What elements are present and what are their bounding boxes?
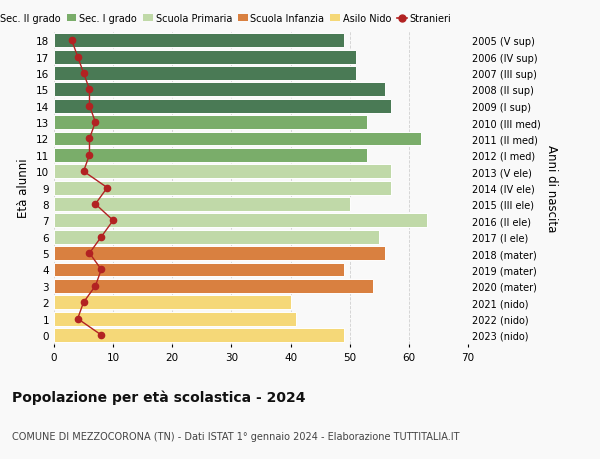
Bar [54, 181, 391, 195]
Bar [54, 100, 391, 113]
Y-axis label: Anni di nascita: Anni di nascita [545, 145, 557, 232]
Bar [54, 116, 367, 130]
Text: Popolazione per età scolastica - 2024: Popolazione per età scolastica - 2024 [12, 390, 305, 405]
Bar [54, 263, 344, 277]
Bar [54, 34, 344, 48]
Bar [54, 230, 379, 244]
Bar [54, 149, 367, 162]
Bar [54, 83, 385, 97]
Bar [54, 214, 427, 228]
Text: COMUNE DI MEZZOCORONA (TN) - Dati ISTAT 1° gennaio 2024 - Elaborazione TUTTITALI: COMUNE DI MEZZOCORONA (TN) - Dati ISTAT … [12, 431, 460, 442]
Y-axis label: Età alunni: Età alunni [17, 158, 31, 218]
Bar [54, 50, 356, 64]
Bar [54, 67, 356, 81]
Bar [54, 296, 290, 309]
Bar [54, 246, 385, 261]
Bar [54, 197, 350, 212]
Bar [54, 165, 391, 179]
Bar [54, 132, 421, 146]
Bar [54, 279, 373, 293]
Bar [54, 328, 344, 342]
Bar [54, 312, 296, 326]
Legend: Sec. II grado, Sec. I grado, Scuola Primaria, Scuola Infanzia, Asilo Nido, Stran: Sec. II grado, Sec. I grado, Scuola Prim… [0, 14, 452, 24]
